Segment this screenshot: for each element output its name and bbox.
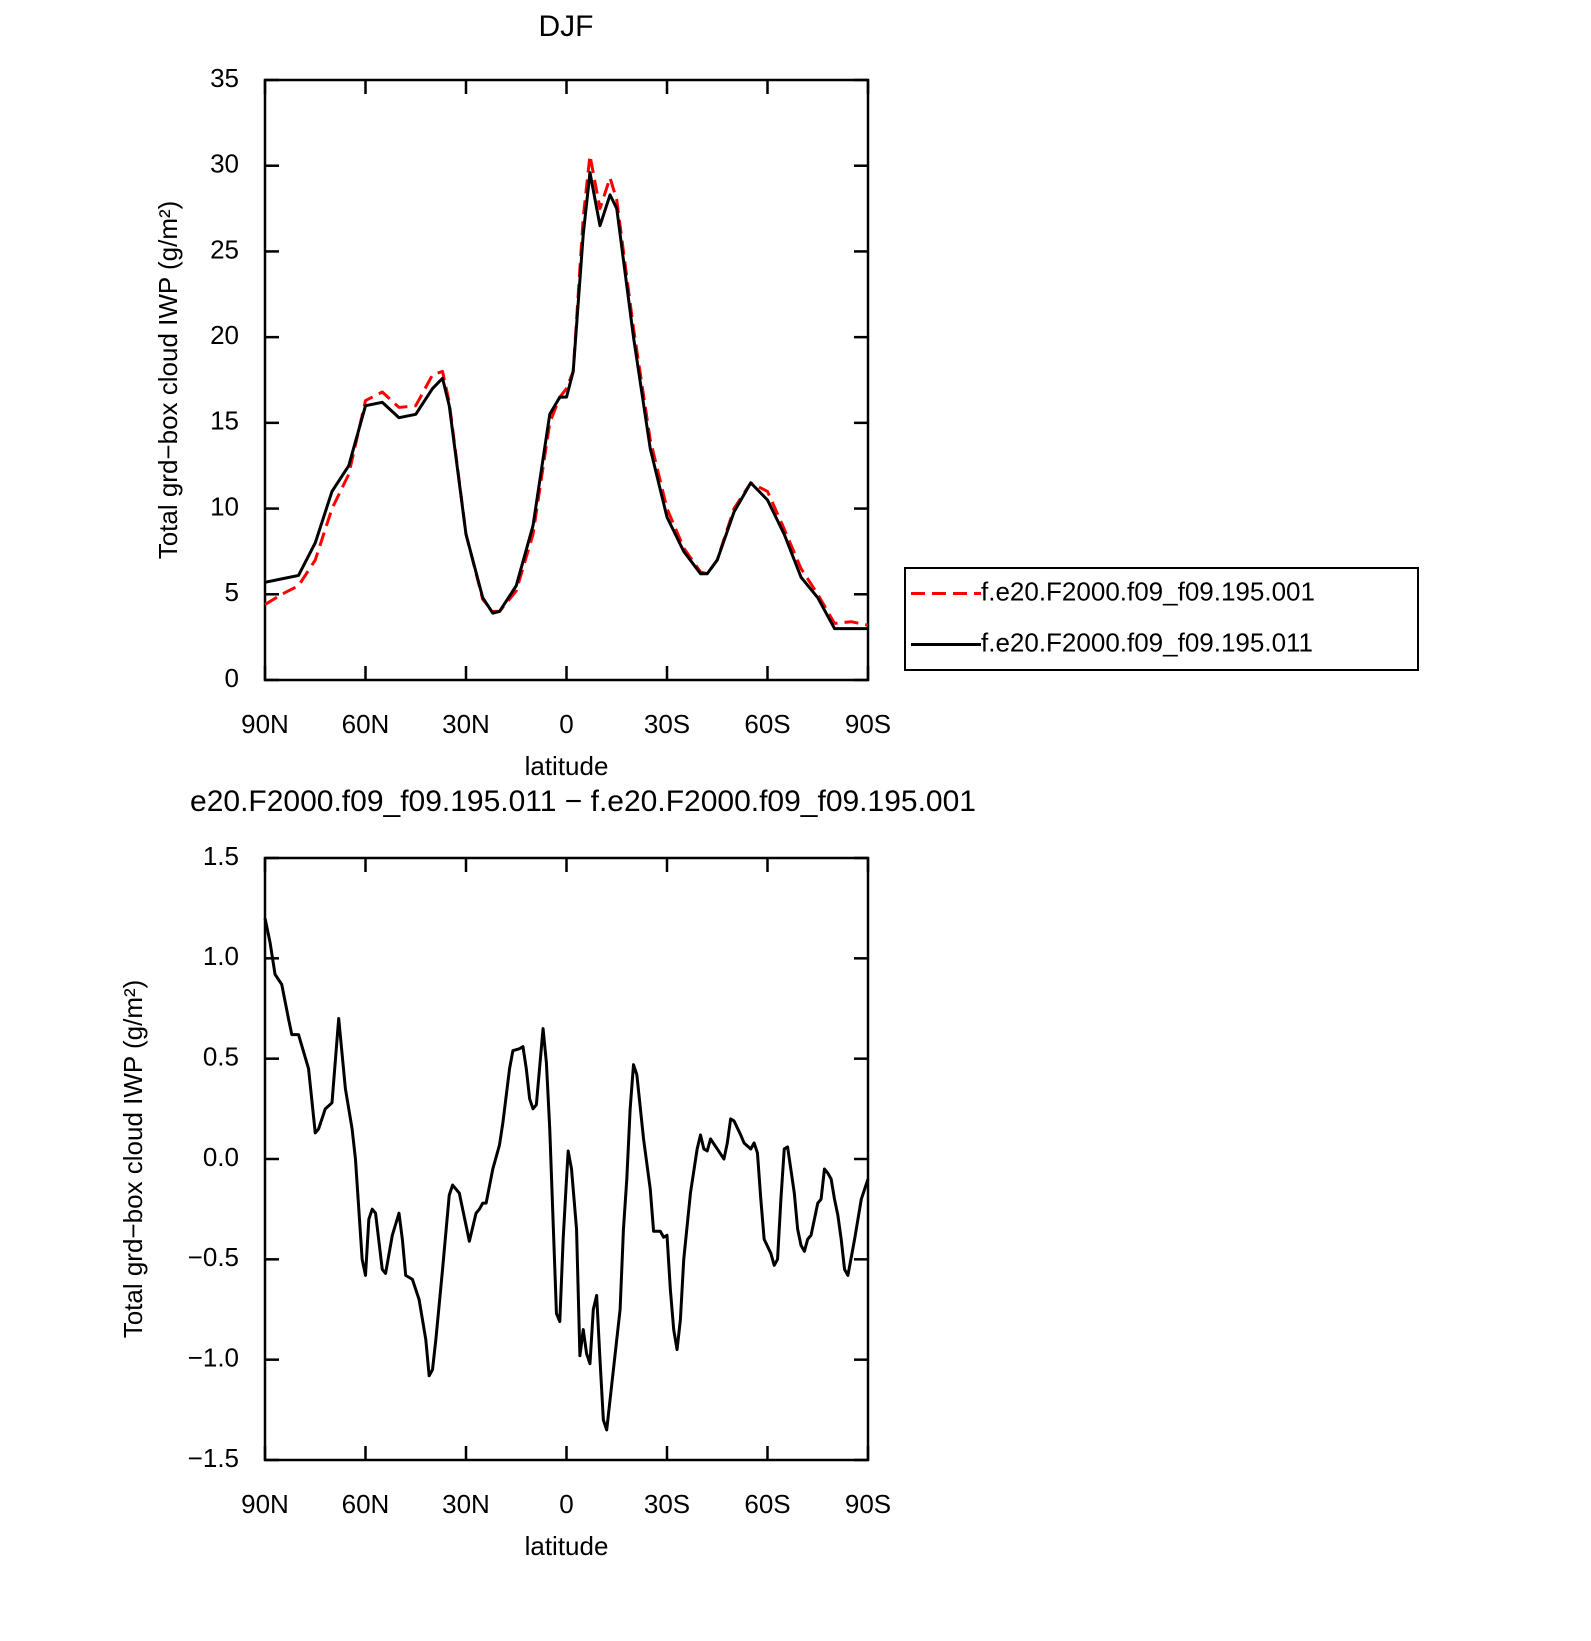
y-tick-label: 0.5	[203, 1042, 239, 1072]
lines	[264, 153, 869, 631]
y-tick-label: 5	[225, 577, 239, 607]
data-line	[263, 917, 870, 1432]
data-line	[264, 171, 868, 631]
x-axis-label: latitude	[525, 1531, 609, 1561]
x-tick-label: 30N	[442, 709, 490, 739]
x-tick-label: 90N	[241, 709, 289, 739]
data-line	[264, 153, 869, 627]
x-tick-label: 0	[559, 1489, 573, 1519]
legend-label: f.e20.F2000.f09_f09.195.011	[981, 627, 1313, 657]
y-tick-label: −1.5	[188, 1443, 239, 1473]
x-tick-label: 30S	[644, 709, 690, 739]
chart-panel: DJF 0 5 10 15 20 25 30 35 90N 60N 30N 0 30S 60S 90S lati…	[153, 10, 891, 781]
y-tick-label: 0.0	[203, 1142, 239, 1172]
x-tick-label: 30N	[442, 1489, 490, 1519]
x-axis-label: latitude	[525, 751, 609, 781]
y-tick-label: 20	[210, 320, 239, 350]
y-tick-label: 30	[210, 149, 239, 179]
y-axis-label: Total grd−box cloud IWP (g/m²)	[118, 980, 148, 1339]
legend-label: f.e20.F2000.f09_f09.195.001	[981, 576, 1315, 606]
y-tick-label: 25	[210, 234, 239, 264]
x-tick-label: 90N	[241, 1489, 289, 1519]
x-tick-label: 90S	[845, 1489, 891, 1519]
y-tick-label: 0	[225, 663, 239, 693]
x-tick-label: 60S	[744, 709, 790, 739]
legend-box	[904, 567, 1419, 671]
y-tick-label: 10	[210, 491, 239, 521]
plot-frame	[263, 78, 870, 682]
y-tick-label: 1.5	[203, 841, 239, 871]
x-tick-label: 90S	[845, 709, 891, 739]
chart-title: DJF	[539, 10, 594, 43]
y-tick-label: −0.5	[188, 1242, 239, 1272]
x-tick-label: 60N	[342, 1489, 390, 1519]
x-tick-label: 0	[559, 709, 573, 739]
lines	[263, 917, 870, 1432]
plot-frame	[263, 856, 870, 1462]
x-tick-label: 60N	[342, 709, 390, 739]
y-axis-label: Total grd−box cloud IWP (g/m²)	[153, 201, 183, 560]
y-tick-label: 15	[210, 406, 239, 436]
y-tick-label: −1.0	[188, 1343, 239, 1373]
y-tick-label: 35	[210, 63, 239, 93]
x-tick-label: 30S	[644, 1489, 690, 1519]
chart-title: e20.F2000.f09_f09.195.011 − f.e20.F2000.…	[190, 785, 976, 818]
legend: f.e20.F2000.f09_f09.195.001 f.e20.F2000.f…	[904, 567, 1419, 671]
chart-panel: e20.F2000.f09_f09.195.011 − f.e20.F2000.…	[118, 785, 976, 1561]
x-tick-label: 60S	[744, 1489, 790, 1519]
y-tick-label: 1.0	[203, 941, 239, 971]
